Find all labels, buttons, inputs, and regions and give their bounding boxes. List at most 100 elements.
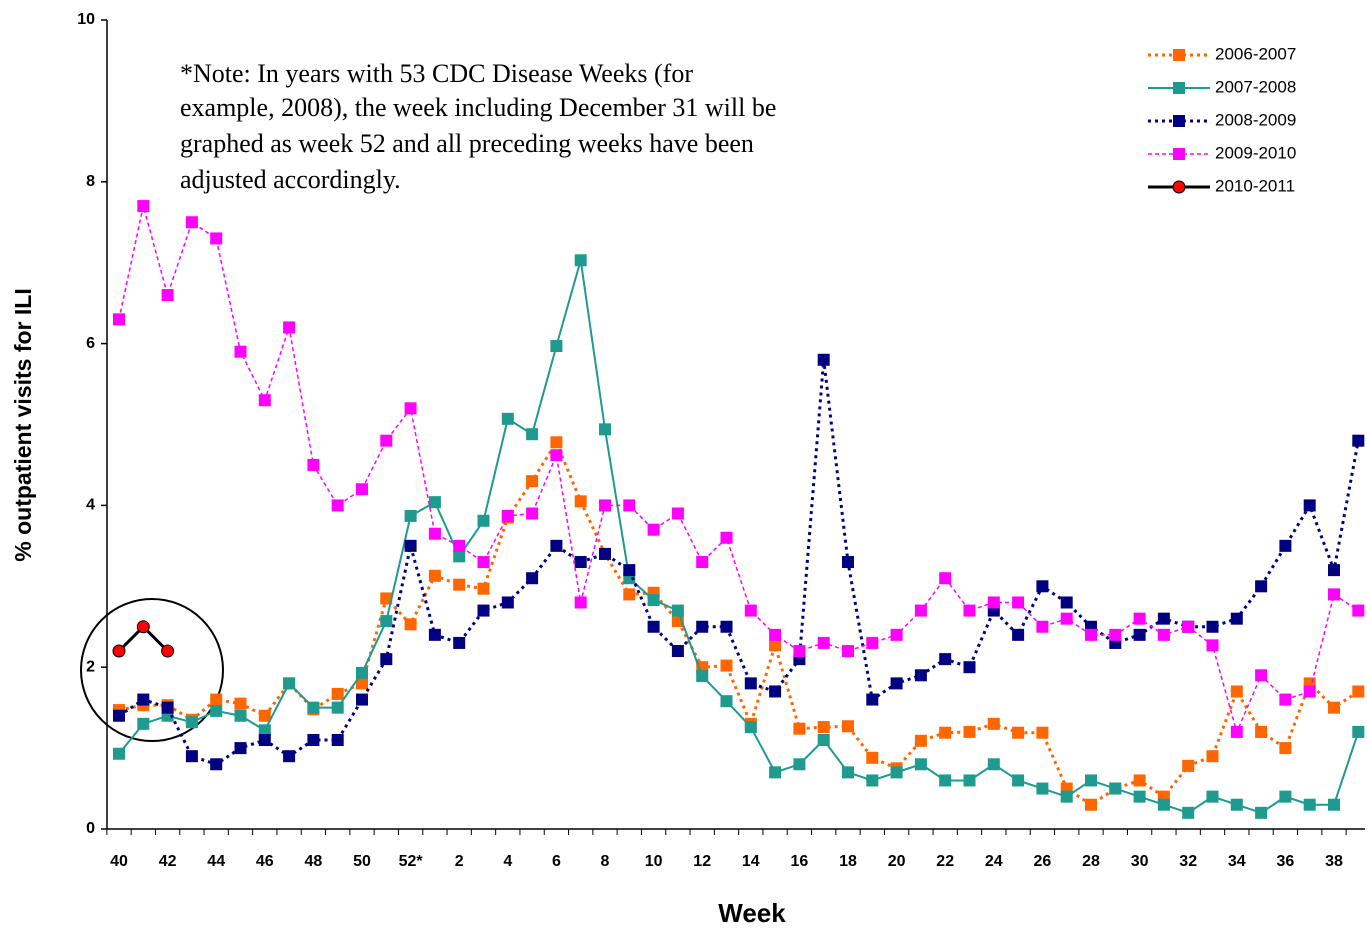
data-point: [599, 499, 611, 512]
data-point: [1060, 790, 1073, 803]
data-point: [1182, 620, 1195, 633]
data-point: [574, 556, 587, 569]
data-point: [380, 653, 393, 666]
legend-marker: [1173, 115, 1185, 127]
data-point: [501, 509, 514, 522]
data-point: [1085, 628, 1097, 641]
data-point: [842, 645, 854, 658]
data-point: [136, 620, 150, 634]
data-point: [574, 495, 587, 508]
data-point: [1036, 580, 1049, 593]
data-point: [137, 200, 150, 213]
x-tick-label: 28: [1082, 853, 1100, 870]
data-point: [1012, 726, 1025, 739]
data-point: [1206, 620, 1219, 633]
data-point: [283, 677, 296, 690]
data-point: [1157, 628, 1170, 641]
data-point: [453, 636, 466, 649]
data-point: [599, 423, 611, 436]
data-point: [1012, 774, 1025, 787]
data-point: [817, 721, 830, 734]
data-point: [283, 750, 296, 763]
data-point: [428, 569, 441, 582]
data-point: [404, 618, 417, 631]
y-tick-label: 0: [86, 820, 95, 837]
data-point: [769, 766, 782, 779]
data-point: [914, 604, 927, 617]
y-tick-label: 6: [86, 335, 95, 352]
x-tick-label: 36: [1277, 853, 1295, 870]
data-point: [356, 693, 368, 706]
data-point: [671, 507, 684, 520]
legend-marker: [1172, 180, 1186, 194]
data-point: [987, 758, 1000, 771]
data-point: [356, 666, 368, 679]
data-point: [380, 615, 393, 628]
data-point: [210, 704, 223, 717]
data-point: [380, 434, 393, 447]
legend-label: 2006-2007: [1215, 44, 1296, 63]
data-point: [1255, 580, 1268, 593]
data-point: [453, 539, 466, 552]
data-point: [987, 596, 1000, 609]
data-point: [817, 353, 830, 366]
data-point: [428, 496, 441, 509]
x-tick-label: 50: [353, 853, 371, 870]
data-point: [1303, 499, 1316, 512]
data-point: [137, 717, 150, 730]
data-point: [526, 507, 539, 520]
annotation-line: example, 2008), the week including Decem…: [180, 93, 776, 122]
legend-marker: [1173, 49, 1185, 61]
data-point: [356, 677, 368, 690]
series-line: [118, 260, 1360, 814]
data-point: [161, 644, 175, 658]
data-point: [866, 693, 879, 706]
data-point: [1255, 669, 1268, 682]
highlight-circle: [80, 598, 224, 742]
x-tick-label: 46: [256, 853, 274, 870]
data-point: [1255, 806, 1268, 819]
data-point: [477, 582, 490, 595]
data-point: [890, 628, 903, 641]
data-point: [428, 628, 441, 641]
legend-marker: [1173, 82, 1185, 94]
data-point: [842, 556, 854, 569]
data-point: [526, 475, 539, 488]
data-point: [744, 677, 757, 690]
x-tick-label: 40: [110, 853, 128, 870]
data-point: [1328, 701, 1340, 714]
x-tick-label: 22: [936, 853, 954, 870]
x-tick-label: 24: [985, 853, 1003, 870]
data-point: [647, 594, 660, 607]
data-point: [234, 345, 247, 358]
data-point: [1352, 725, 1365, 738]
data-point: [1036, 782, 1049, 795]
data-point: [1157, 612, 1170, 625]
x-tick-label: 30: [1131, 853, 1149, 870]
x-tick-label: 2: [455, 853, 464, 870]
data-point: [1303, 685, 1316, 698]
data-point: [1206, 639, 1219, 652]
data-point: [185, 216, 198, 229]
data-point: [1230, 685, 1243, 698]
x-tick-label: 16: [791, 853, 809, 870]
data-point: [866, 751, 879, 764]
data-point: [647, 523, 660, 536]
data-point: [331, 499, 344, 512]
data-point: [477, 604, 490, 617]
data-point: [793, 722, 806, 735]
data-point: [1133, 774, 1146, 787]
data-point: [453, 550, 466, 563]
x-tick-label: 6: [552, 853, 561, 870]
data-point: [963, 725, 976, 738]
data-point: [623, 499, 636, 512]
data-point: [501, 412, 514, 425]
data-point: [574, 254, 587, 267]
data-point: [769, 685, 782, 698]
data-point: [1352, 685, 1365, 698]
data-point: [210, 693, 223, 706]
data-point: [963, 604, 976, 617]
data-point: [550, 340, 563, 353]
x-tick-label: 12: [693, 853, 711, 870]
data-point: [185, 716, 198, 729]
